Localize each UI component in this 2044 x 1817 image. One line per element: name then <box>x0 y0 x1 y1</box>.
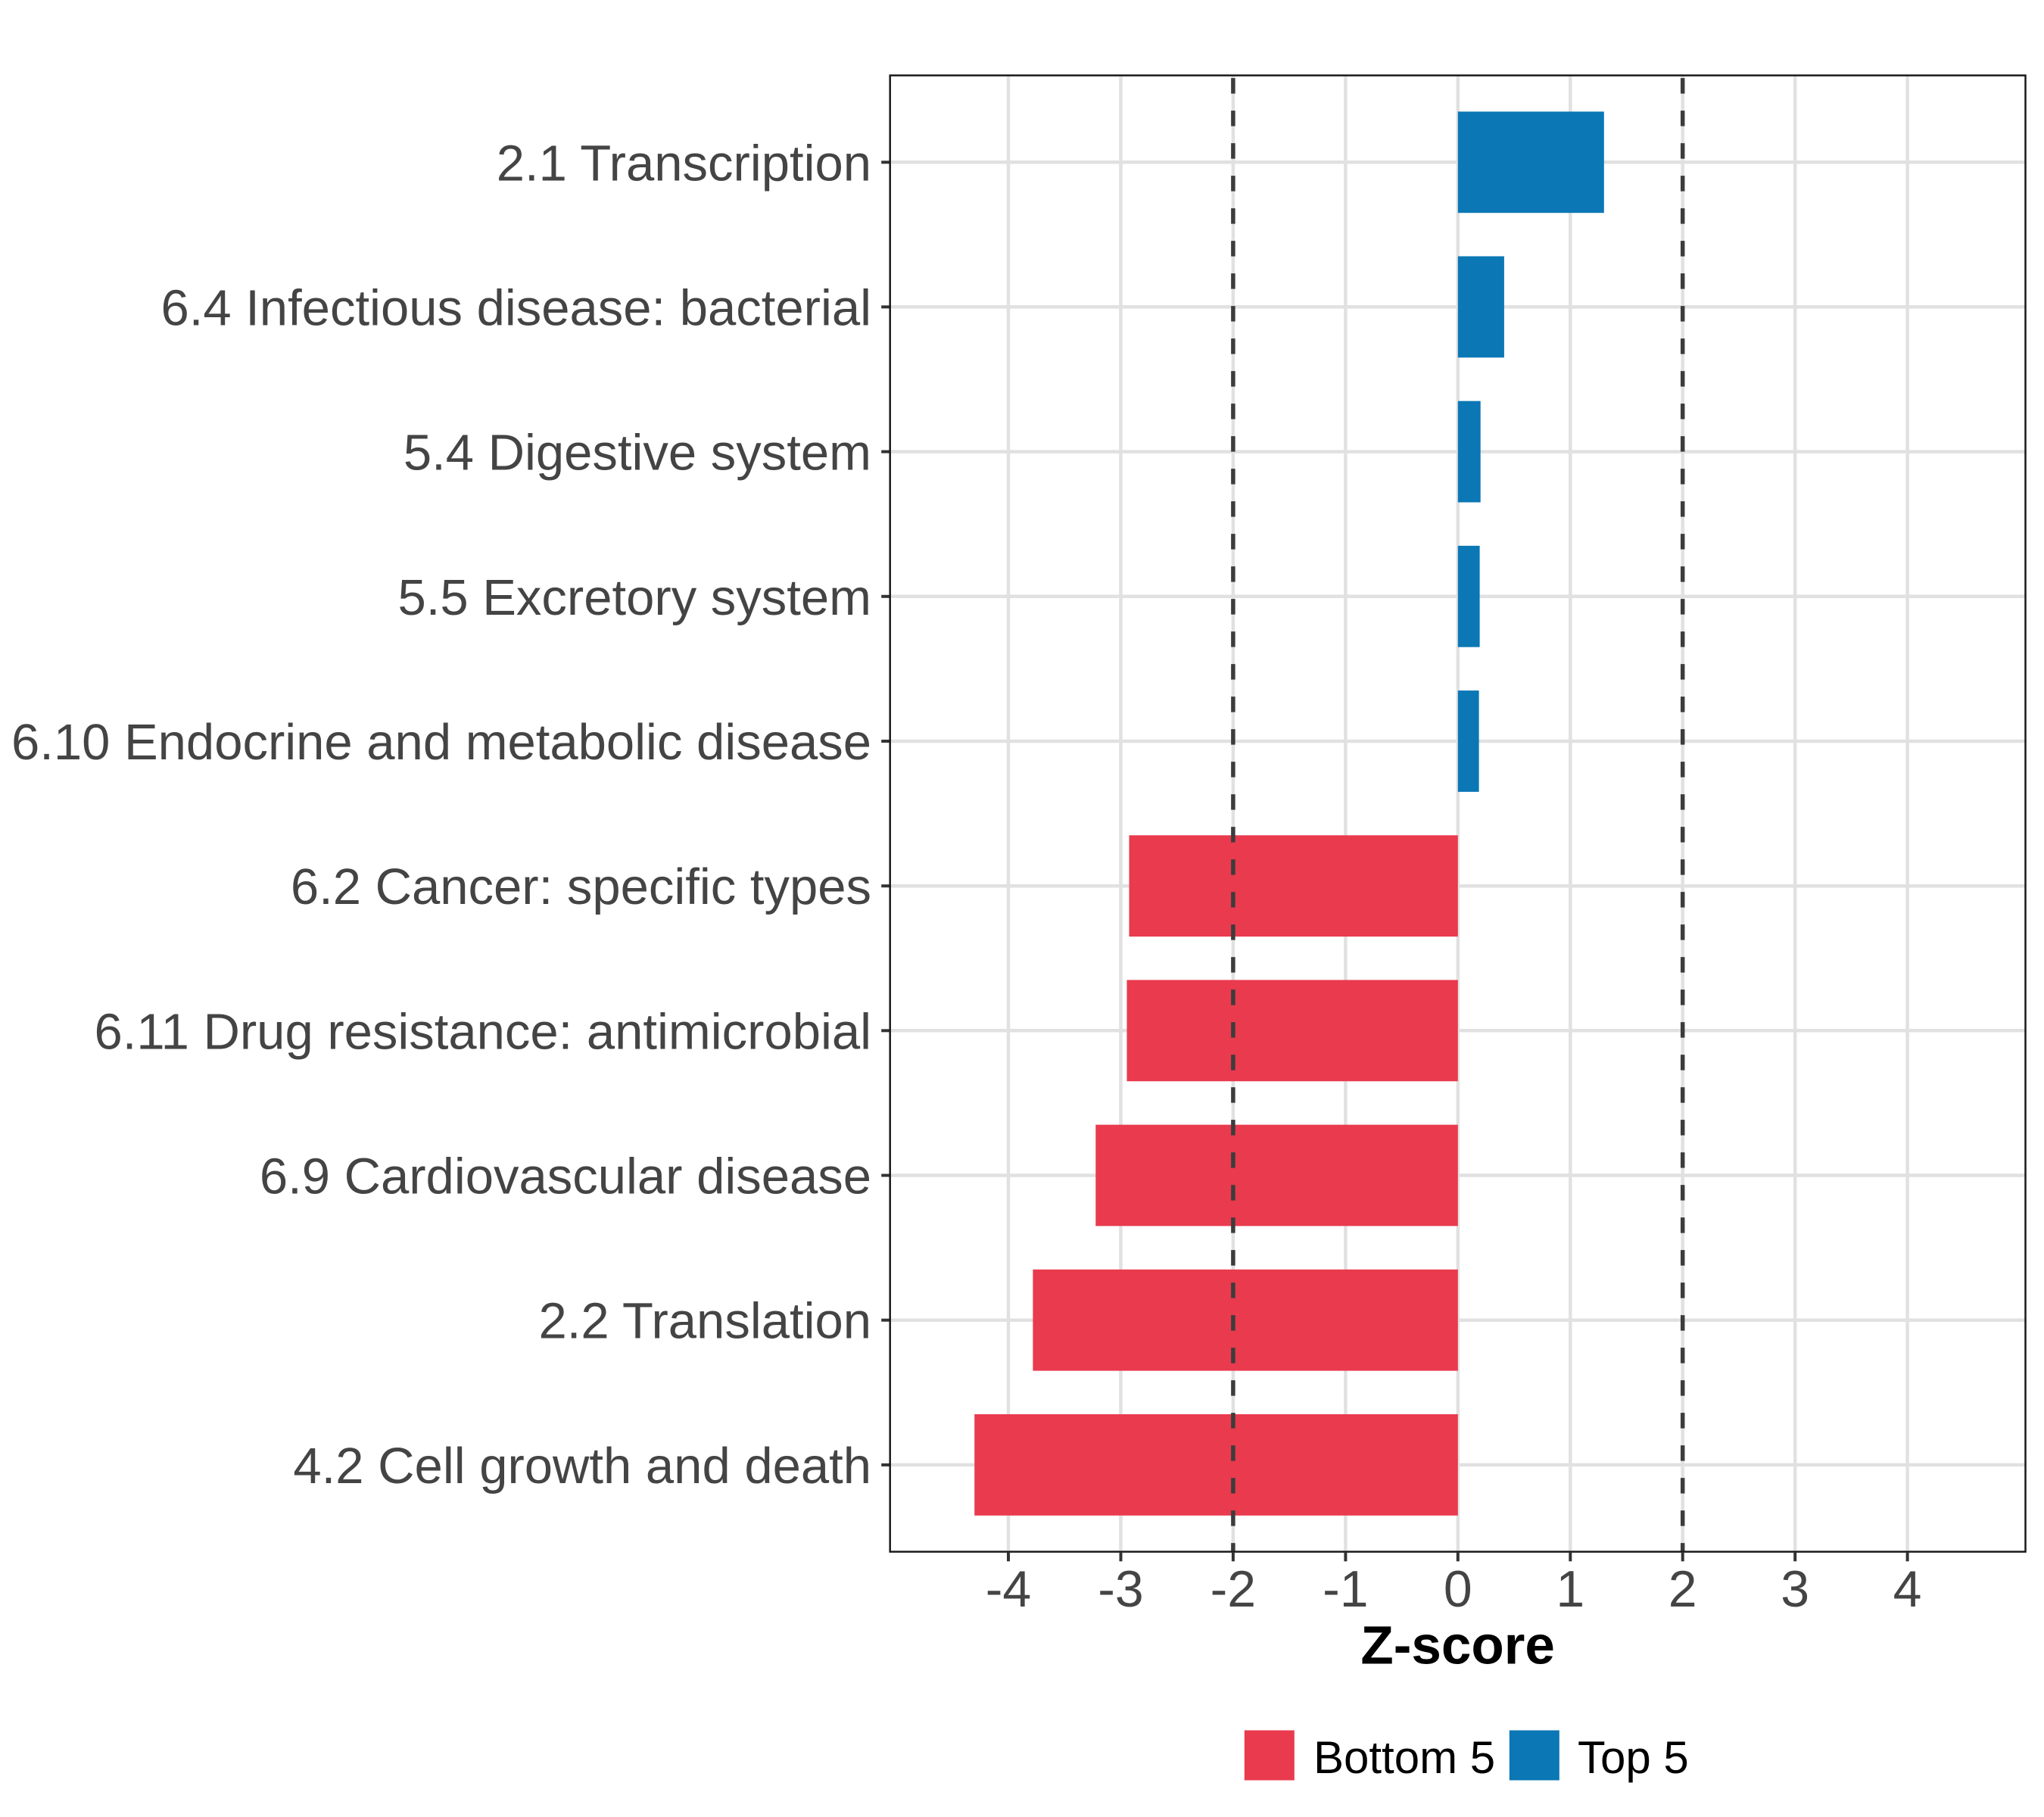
svg-text:-2: -2 <box>1211 1560 1256 1618</box>
svg-text:5.4 Digestive system: 5.4 Digestive system <box>404 425 871 482</box>
svg-text:-3: -3 <box>1098 1560 1143 1618</box>
svg-text:2: 2 <box>1669 1560 1697 1618</box>
svg-text:5.5 Excretory system: 5.5 Excretory system <box>397 569 871 626</box>
svg-text:4.2 Cell growth and death: 4.2 Cell growth and death <box>293 1438 871 1494</box>
svg-text:2.2 Translation: 2.2 Translation <box>539 1293 872 1350</box>
svg-text:Bottom 5: Bottom 5 <box>1313 1732 1495 1783</box>
svg-text:6.9 Cardiovascular disease: 6.9 Cardiovascular disease <box>260 1148 871 1205</box>
svg-text:6.10 Endocrine and metabolic d: 6.10 Endocrine and metabolic disease <box>11 714 871 771</box>
svg-text:-1: -1 <box>1323 1560 1368 1618</box>
svg-text:Top 5: Top 5 <box>1578 1732 1689 1783</box>
svg-text:Z-score: Z-score <box>1360 1616 1554 1676</box>
svg-text:4: 4 <box>1893 1560 1922 1618</box>
svg-text:3: 3 <box>1781 1560 1809 1618</box>
svg-text:-4: -4 <box>986 1560 1031 1618</box>
svg-text:1: 1 <box>1556 1560 1584 1618</box>
svg-text:6.11 Drug resistance: antimicr: 6.11 Drug resistance: antimicrobial <box>94 1003 871 1060</box>
svg-text:0: 0 <box>1444 1560 1472 1618</box>
svg-text:2.1 Transcription: 2.1 Transcription <box>497 135 871 192</box>
svg-text:6.2 Cancer: specific types: 6.2 Cancer: specific types <box>291 859 871 915</box>
svg-text:6.4 Infectious disease: bacter: 6.4 Infectious disease: bacterial <box>160 279 871 336</box>
